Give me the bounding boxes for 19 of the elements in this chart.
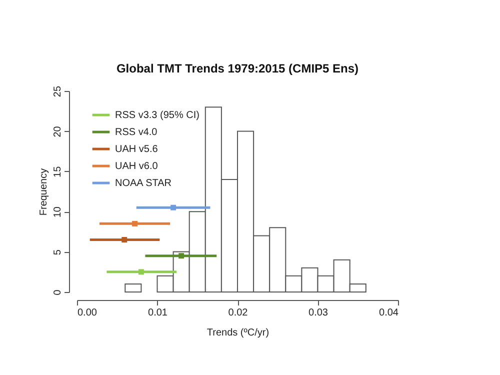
x-tick-label: 0.00 (78, 308, 98, 318)
chart-title: Global TMT Trends 1979:2015 (CMIP5 Ens) (116, 61, 359, 76)
legend-label: UAH v6.0 (115, 161, 158, 172)
legend-label: UAH v5.6 (115, 144, 158, 155)
x-axis-title: Trends (ºC/yr) (206, 328, 270, 338)
y-tick-label: 15 (52, 166, 64, 178)
legend-label: NOAA STAR (115, 178, 172, 189)
x-tick-label: 0.03 (308, 308, 328, 318)
x-tick-label: 0.02 (228, 308, 248, 318)
y-tick-label: 5 (52, 249, 64, 256)
y-tick-label: 25 (52, 86, 64, 98)
x-tick-label: 0.01 (148, 308, 168, 318)
x-tick-label: 0.04 (379, 308, 399, 318)
y-tick-label: 20 (52, 126, 64, 138)
y-tick-label: 0 (52, 289, 64, 296)
y-axis-title: Frequency (38, 168, 50, 216)
legend-label: RSS v4.0 (115, 127, 158, 138)
y-tick-label: 10 (52, 206, 64, 218)
legend-label: RSS v3.3 (95% CI) (115, 110, 200, 121)
